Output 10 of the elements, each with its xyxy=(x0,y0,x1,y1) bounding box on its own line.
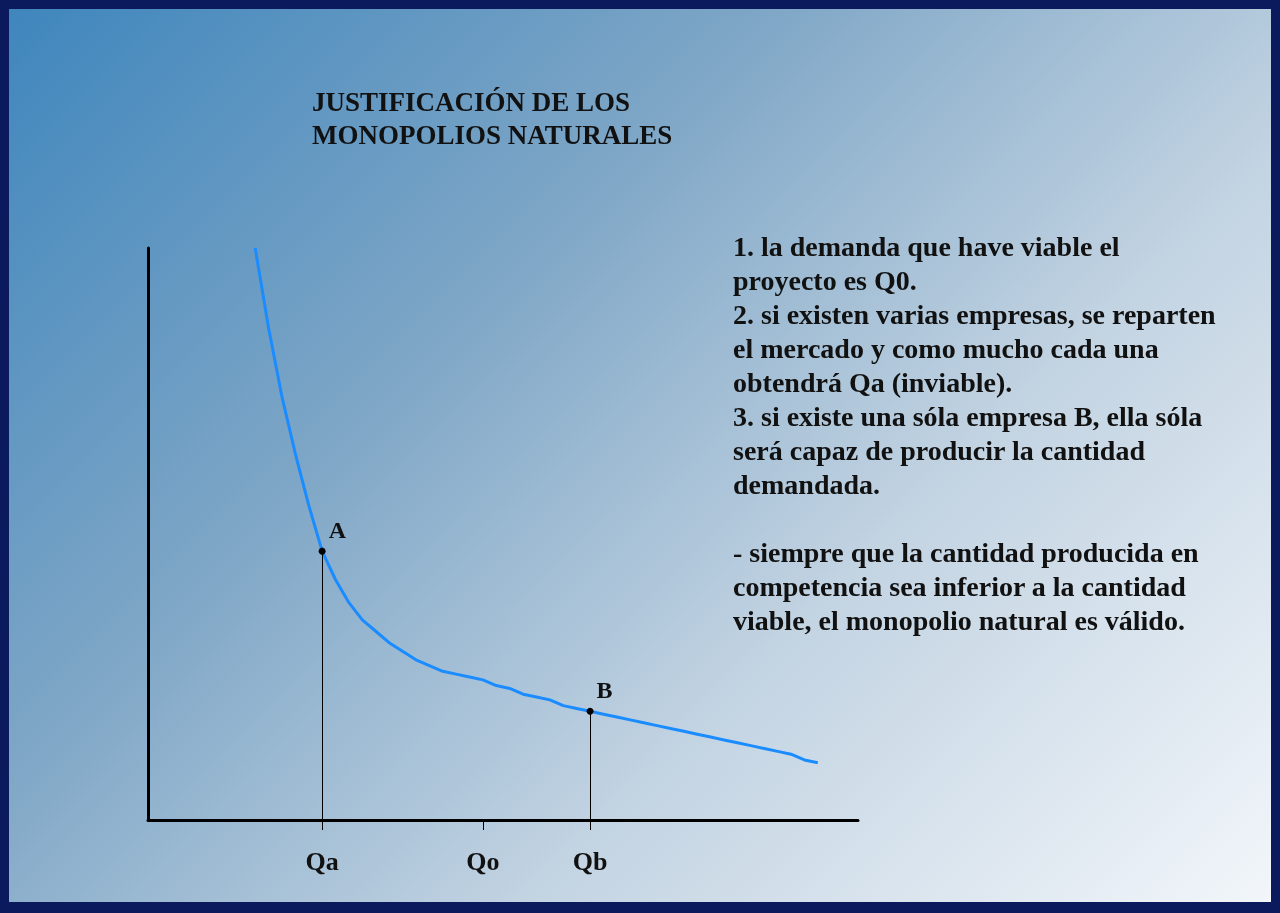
annotation: B xyxy=(596,676,613,703)
annotation: A xyxy=(328,516,347,543)
annotation: 3. si existe una sóla empresa B, ella sóla será capaz de producir la cantidad demandada. xyxy=(733,400,1204,502)
x-tick-label: Qo xyxy=(466,846,500,876)
annotation: - siempre que la cantidad producida en competencia sea inferior a la cantidad viable, el monopolio natural es válido. xyxy=(733,536,1200,638)
annotation: 2. si existen varias empresas, se reparten el mercado y como mucho cada una obtendrá Qa (inviable). xyxy=(733,298,1217,400)
chart-title: JUSTIFICACIÓN DE LOS MONOPOLIOS NATURALES xyxy=(312,86,673,150)
x-tick-label: Qb xyxy=(572,846,608,876)
annotation: 1. la demanda que have viable el proyecto es Q0. xyxy=(733,230,1121,298)
x-tick-label: Qa xyxy=(305,846,339,876)
